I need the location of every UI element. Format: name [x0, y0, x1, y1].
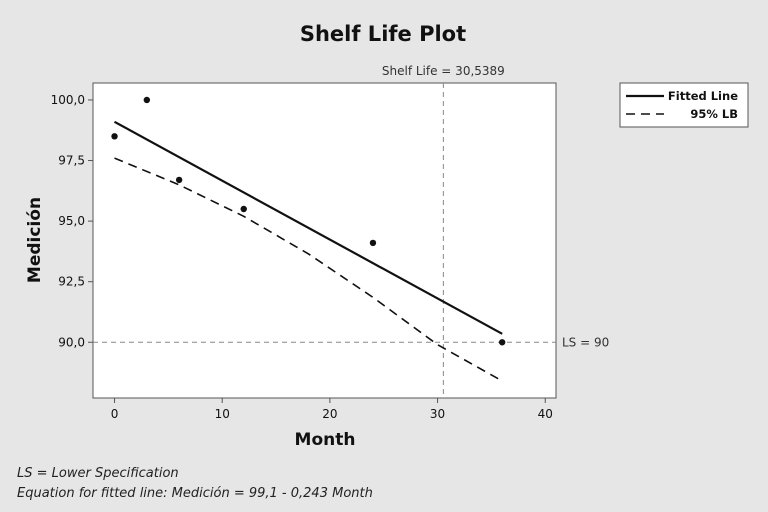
data-point	[240, 205, 247, 213]
x-tick-label: 20	[322, 407, 337, 421]
y-tick-label: 100,0	[51, 93, 85, 107]
data-point	[369, 239, 377, 247]
fitted-line	[113, 120, 503, 335]
x-tick-label: 30	[430, 407, 445, 421]
x-tick-label: 10	[215, 407, 230, 421]
data-point	[143, 96, 151, 104]
reference-lines: Shelf Life = 30,5389 LS = 90	[93, 64, 609, 398]
x-tick-label: 0	[111, 407, 119, 421]
y-tick-label: 92,5	[58, 275, 85, 289]
shelf-life-label: Shelf Life = 30,5389	[382, 64, 505, 78]
data-point	[498, 339, 506, 346]
data-points	[111, 96, 506, 346]
data-point	[111, 133, 118, 140]
spec-limit-label: LS = 90	[562, 335, 609, 349]
series-lines	[113, 120, 503, 382]
footnote-ls: LS = Lower Specification	[17, 466, 179, 481]
data-point	[175, 176, 183, 184]
legend-fitted-label: Fitted Line	[668, 89, 738, 103]
y-tick-label: 95,0	[58, 214, 85, 228]
y-tick-label: 90,0	[58, 335, 85, 349]
x-tick-label: 40	[538, 407, 553, 421]
y-tick-label: 97,5	[58, 154, 85, 168]
x-axis-label: Month	[295, 430, 356, 450]
legend-box	[619, 82, 749, 128]
y-axis-label: Medición	[25, 197, 45, 283]
lower-bound-line	[114, 157, 503, 382]
legend: Fitted Line 95% LB	[619, 82, 749, 128]
axis-ticks: 0 10 20 30 40 90,0 92,5 95,0 97,5 100,0	[51, 93, 553, 421]
chart-title: Shelf Life Plot	[300, 22, 466, 46]
plot-area	[92, 82, 557, 399]
footnote-equation: Equation for fitted line: Medición = 99,…	[17, 486, 373, 501]
legend-lb-label: 95% LB	[690, 107, 738, 121]
